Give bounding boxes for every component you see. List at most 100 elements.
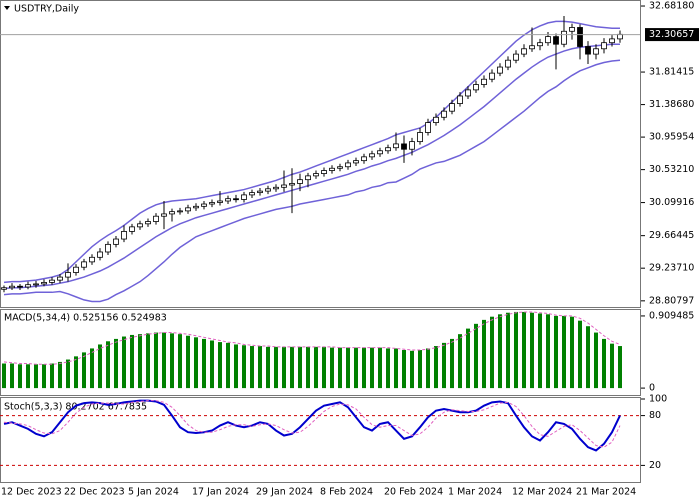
- candle-body: [561, 30, 567, 45]
- macd-bar: [242, 345, 246, 389]
- x-tick-label: 1 Mar 2024: [448, 487, 502, 498]
- macd-bar: [514, 311, 518, 389]
- candle-body: [161, 213, 167, 217]
- macd-bar: [482, 319, 486, 389]
- macd-bar: [162, 332, 166, 389]
- macd-bar: [226, 342, 230, 389]
- macd-bar: [250, 346, 254, 389]
- candle-body: [337, 166, 343, 169]
- candle-body: [585, 46, 591, 55]
- macd-bar: [122, 336, 126, 389]
- signal-line: [3, 311, 621, 365]
- band-line: [3, 20, 620, 284]
- candle-body: [145, 221, 151, 225]
- macd-bar: [106, 341, 110, 389]
- candle-body: [401, 143, 407, 150]
- x-tick-label: 12 Dec 2023: [1, 487, 62, 498]
- candle-body: [481, 78, 487, 85]
- candle-body: [353, 160, 359, 164]
- macd-bar: [170, 333, 174, 389]
- y-tick-label: 30.95954: [649, 132, 694, 143]
- macd-bar: [546, 314, 550, 389]
- candle-body: [593, 48, 599, 55]
- candle-body: [473, 84, 479, 91]
- chart-title: USDTRY,Daily: [14, 4, 79, 15]
- price-panel: [0, 0, 641, 308]
- y-tick-label: 31.38680: [649, 99, 694, 110]
- candle-body: [41, 282, 47, 285]
- candle-body: [281, 184, 287, 188]
- candle-body: [97, 251, 103, 258]
- candle-body: [177, 210, 183, 213]
- y-tick-label: 80: [649, 410, 661, 421]
- macd-title: MACD(5,34,4) 0.525156 0.524983: [4, 313, 167, 324]
- macd-bar: [98, 344, 102, 389]
- candle-body: [409, 141, 415, 150]
- macd-bar: [338, 347, 342, 389]
- x-tick-label: 8 Feb 2024: [320, 487, 373, 498]
- candle-body: [433, 116, 439, 124]
- band-line: [3, 59, 621, 303]
- macd-bar: [522, 311, 526, 389]
- stoch-line: [3, 399, 621, 452]
- macd-bar: [426, 348, 430, 389]
- macd-bar: [154, 332, 158, 389]
- macd-bar: [618, 346, 622, 389]
- macd-bar: [370, 347, 374, 389]
- macd-bar: [418, 350, 422, 389]
- macd-bar: [530, 312, 534, 389]
- macd-bar: [258, 346, 262, 389]
- candle-body: [297, 179, 303, 184]
- macd-bar: [66, 359, 70, 389]
- candle-body: [321, 170, 327, 174]
- macd-bar: [562, 315, 566, 389]
- macd-bar: [218, 342, 222, 389]
- macd-bar: [442, 342, 446, 389]
- macd-bar: [194, 337, 198, 389]
- candle-body: [441, 110, 447, 118]
- candle-body: [33, 283, 39, 286]
- candle-body: [113, 238, 119, 245]
- candle-body: [345, 162, 351, 168]
- candle-body: [265, 188, 271, 192]
- candle-body: [537, 42, 543, 47]
- macd-bar: [266, 346, 270, 389]
- macd-bar: [146, 333, 150, 389]
- candle-body: [73, 266, 79, 273]
- candle-body: [217, 200, 223, 203]
- candle-body: [377, 150, 383, 155]
- candle-body: [137, 223, 143, 228]
- macd-bar: [2, 363, 6, 389]
- macd-bar: [138, 334, 142, 389]
- candle-body: [305, 175, 311, 181]
- candle-body: [529, 45, 535, 50]
- macd-bar: [274, 346, 278, 389]
- candle-body: [105, 243, 111, 253]
- candle-body: [193, 205, 199, 209]
- candle-body: [273, 186, 279, 190]
- candle-body: [153, 215, 159, 222]
- candle-body: [289, 183, 295, 186]
- candle-body: [369, 153, 375, 158]
- macd-bar: [434, 346, 438, 389]
- candle-body: [601, 42, 607, 50]
- candle-body: [577, 27, 583, 47]
- candle-body: [609, 38, 615, 44]
- macd-bar: [394, 348, 398, 389]
- candle-body: [569, 27, 575, 32]
- x-tick-label: 17 Jan 2024: [192, 487, 249, 498]
- macd-bar: [362, 347, 366, 389]
- candle-body: [169, 211, 175, 215]
- macd-bar: [90, 348, 94, 389]
- candle-body: [505, 59, 511, 68]
- candle-body: [329, 167, 335, 171]
- macd-bar: [554, 315, 558, 389]
- y-tick-label: 20: [649, 460, 661, 471]
- macd-bar: [202, 338, 206, 389]
- macd-bar: [378, 347, 382, 389]
- candle-body: [393, 143, 399, 149]
- y-tick-label: 30.53210: [649, 164, 694, 175]
- macd-bar: [586, 326, 590, 389]
